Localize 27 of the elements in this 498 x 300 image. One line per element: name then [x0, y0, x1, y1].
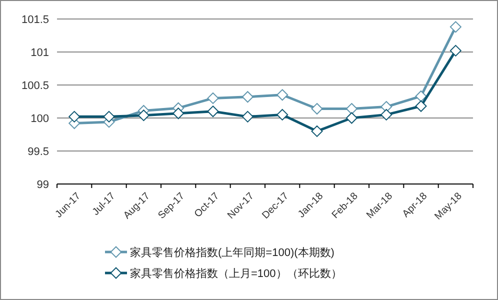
point — [242, 110, 254, 122]
point — [68, 110, 80, 122]
y-tick-label: 101.5 — [21, 14, 49, 26]
point — [207, 92, 219, 104]
point — [450, 21, 462, 33]
point — [346, 112, 358, 124]
point — [450, 44, 462, 56]
point — [380, 108, 392, 120]
y-tick-label: 101 — [30, 46, 49, 59]
y-tick-label: 100.5 — [21, 80, 49, 92]
point — [311, 103, 323, 114]
point — [346, 103, 358, 114]
y-tick-label: 99 — [36, 178, 49, 191]
point — [172, 108, 184, 120]
point — [276, 108, 288, 120]
point — [207, 106, 219, 118]
point — [242, 91, 254, 103]
point — [415, 100, 427, 112]
point — [103, 110, 115, 122]
y-tick-label: 99.5 — [28, 146, 49, 158]
point — [415, 90, 427, 102]
point — [138, 110, 150, 122]
point — [276, 89, 288, 101]
y-tick-label: 100 — [30, 112, 49, 125]
legend-label: 家具零售价格指数(上年同期=100)(本期数) — [130, 246, 334, 259]
point — [311, 125, 323, 137]
legend-label: 家具零售价格指数（上月=100）（环比数） — [130, 266, 342, 280]
